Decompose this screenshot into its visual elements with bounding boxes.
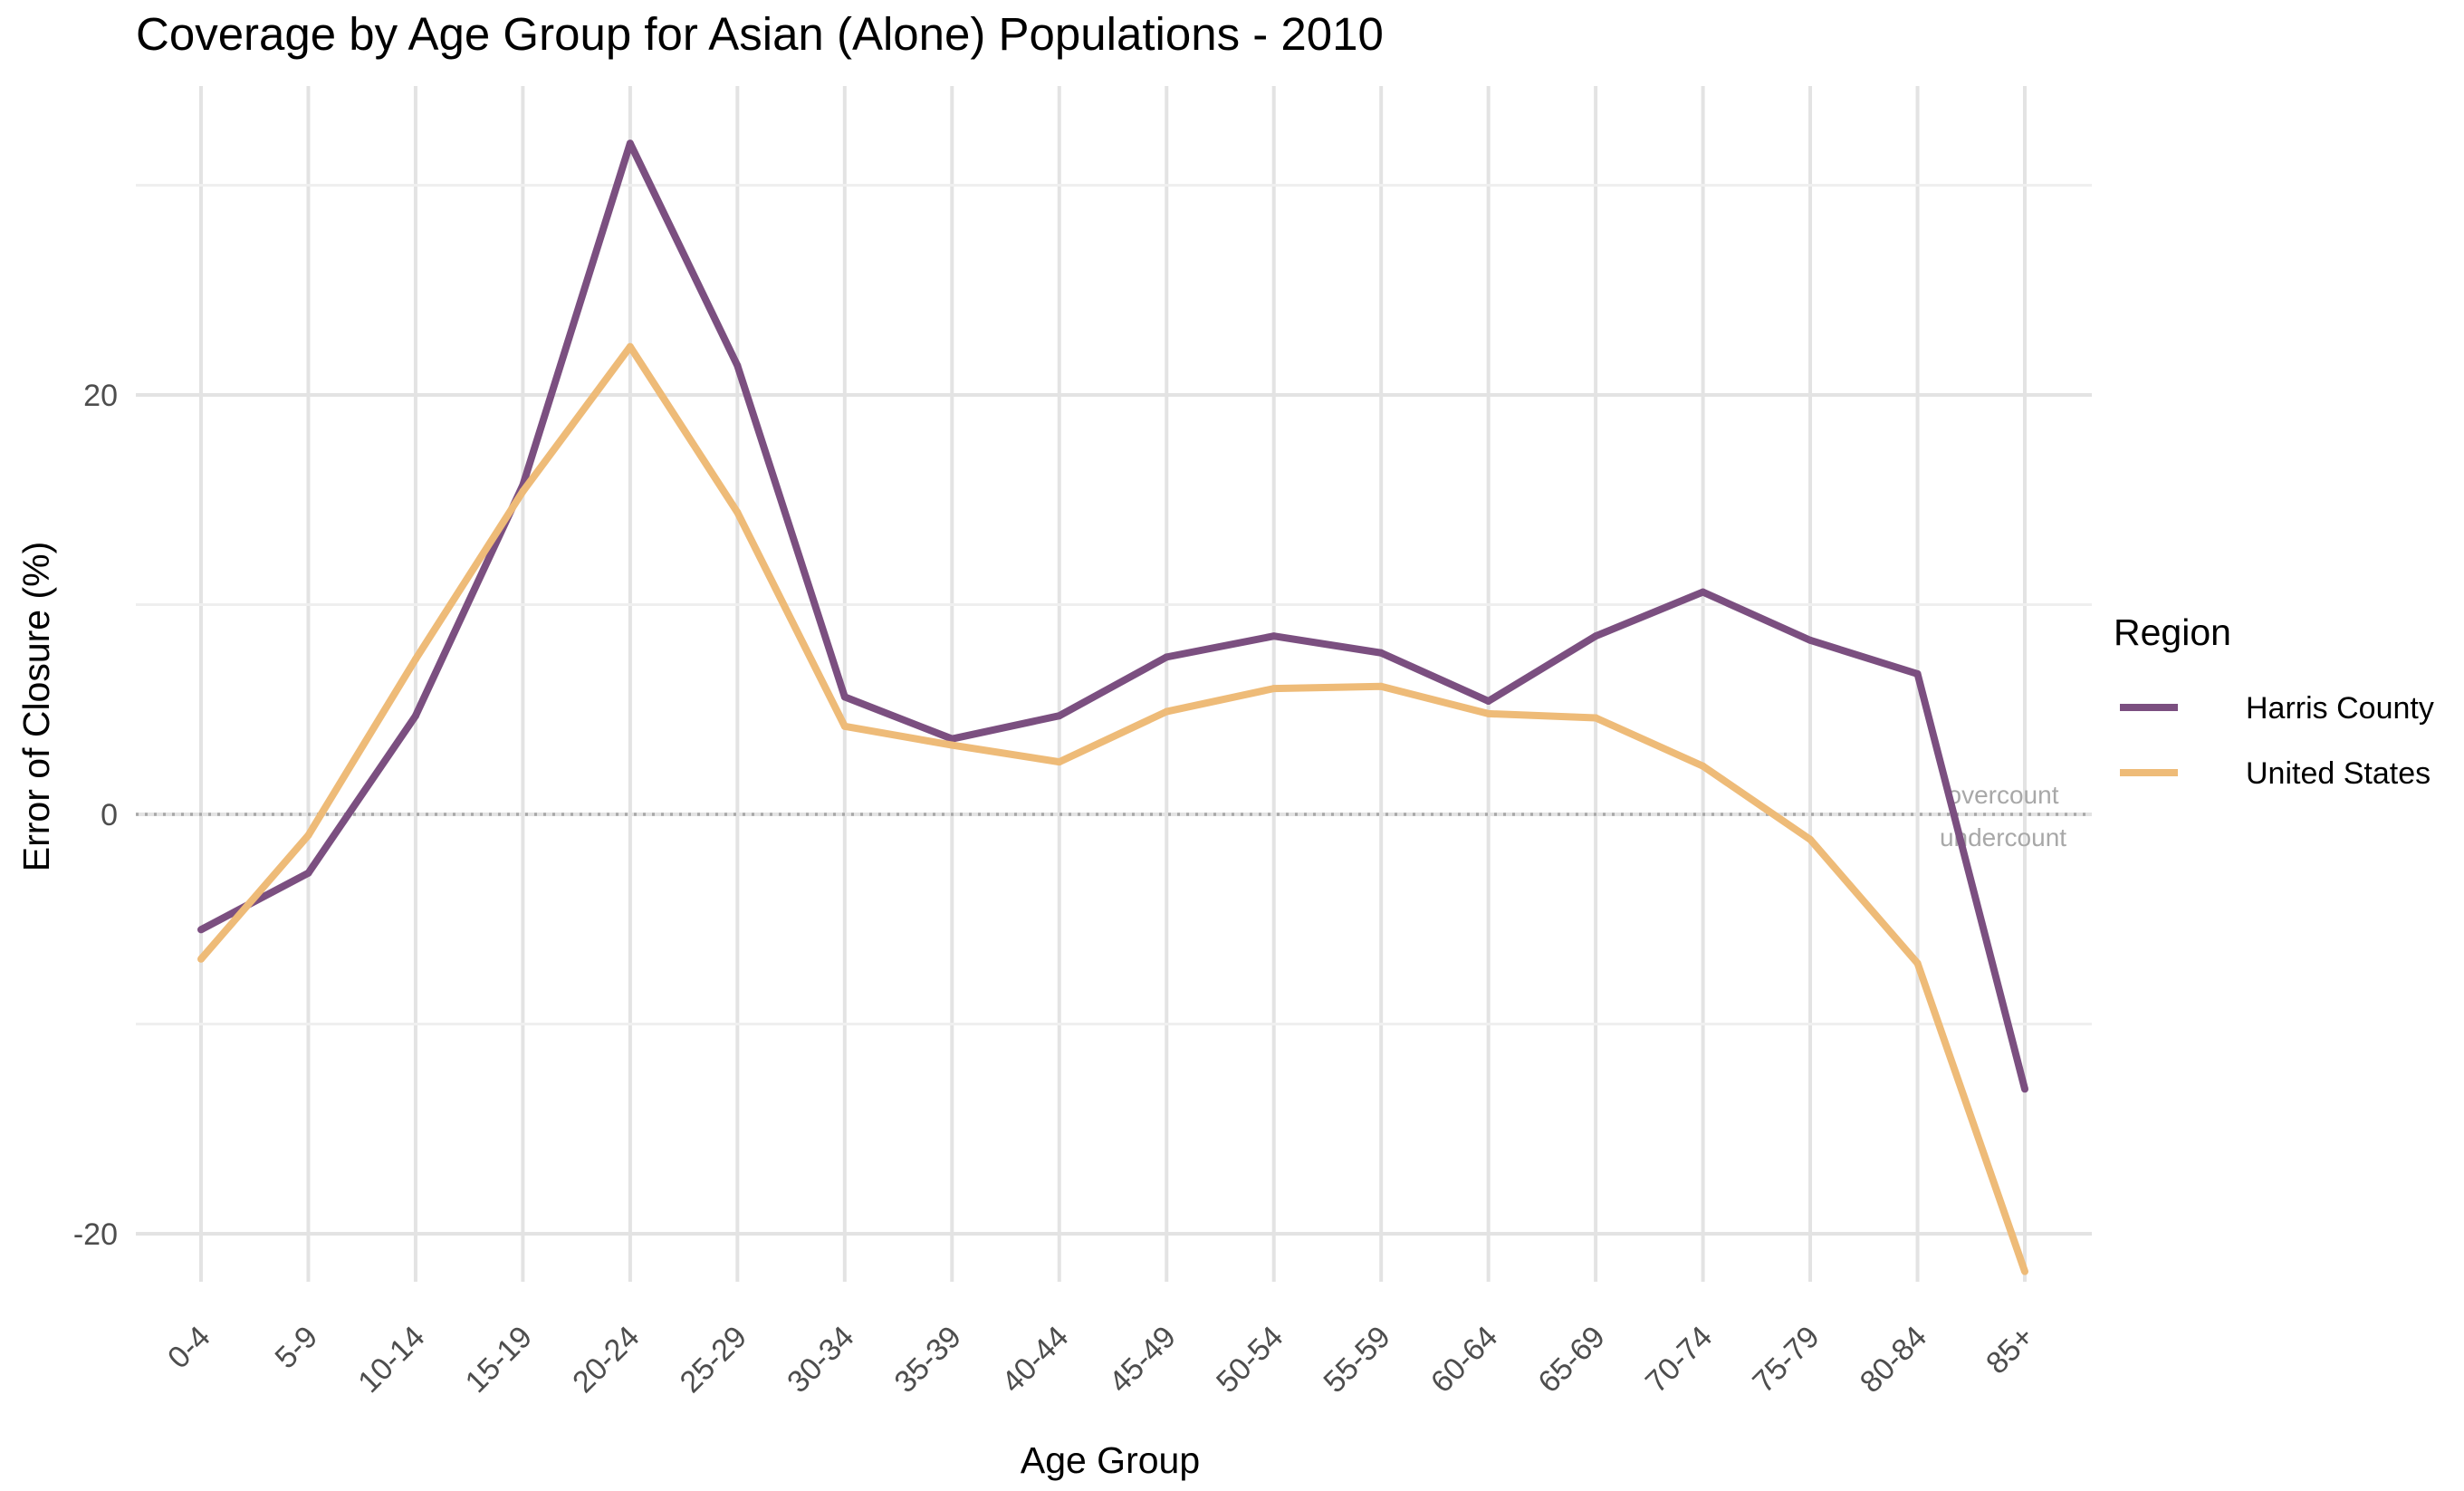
data-point [840,693,848,701]
data-point [197,955,205,963]
y-axis: -20 0 20 [73,379,118,1252]
y-tick-label: 20 [83,379,118,413]
data-point [1270,685,1278,693]
data-point [626,139,634,148]
data-point [948,735,956,743]
legend: Region Harris County United States [2114,611,2434,791]
data-point [304,832,312,840]
y-tick-label: -20 [73,1217,118,1252]
series-line-united-states [197,342,2028,1273]
data-point [840,722,848,730]
data-point [1699,588,1707,596]
data-point [1055,758,1063,766]
chart-title: Coverage by Age Group for Asian (Alone) … [136,8,1384,60]
data-point [304,869,312,877]
data-point [1163,707,1171,716]
legend-entries: Harris County United States [2120,691,2434,791]
legend-label: United States [2246,756,2430,791]
data-point [733,361,742,370]
data-point [1592,632,1600,640]
data-point [1913,959,1922,967]
y-axis-title: Error of Closure (%) [15,542,57,872]
data-point [197,926,205,934]
data-point [1377,649,1385,657]
data-point [948,741,956,749]
data-point [626,342,634,351]
data-point [1807,636,1815,644]
data-point [1699,762,1707,770]
data-point [411,655,419,663]
data-point [1913,669,1922,678]
y-tick-label: 0 [101,798,118,832]
data-point [1055,712,1063,720]
legend-title: Region [2114,611,2231,653]
data-point [1807,835,1815,843]
data-point [411,712,419,720]
data-point [1377,682,1385,690]
overcount-annotation: overcount [1948,781,2059,809]
data-point [519,487,527,495]
data-point [1484,697,1492,705]
legend-label: Harris County [2246,691,2434,726]
series-lines [197,139,2028,1275]
data-point [733,508,742,516]
data-point [2021,1085,2028,1093]
x-axis-title: Age Group [1021,1439,1200,1481]
data-point [1163,653,1171,661]
data-point [1270,632,1278,640]
data-point [1592,714,1600,722]
data-point [2021,1267,2028,1275]
data-point [1484,709,1492,717]
